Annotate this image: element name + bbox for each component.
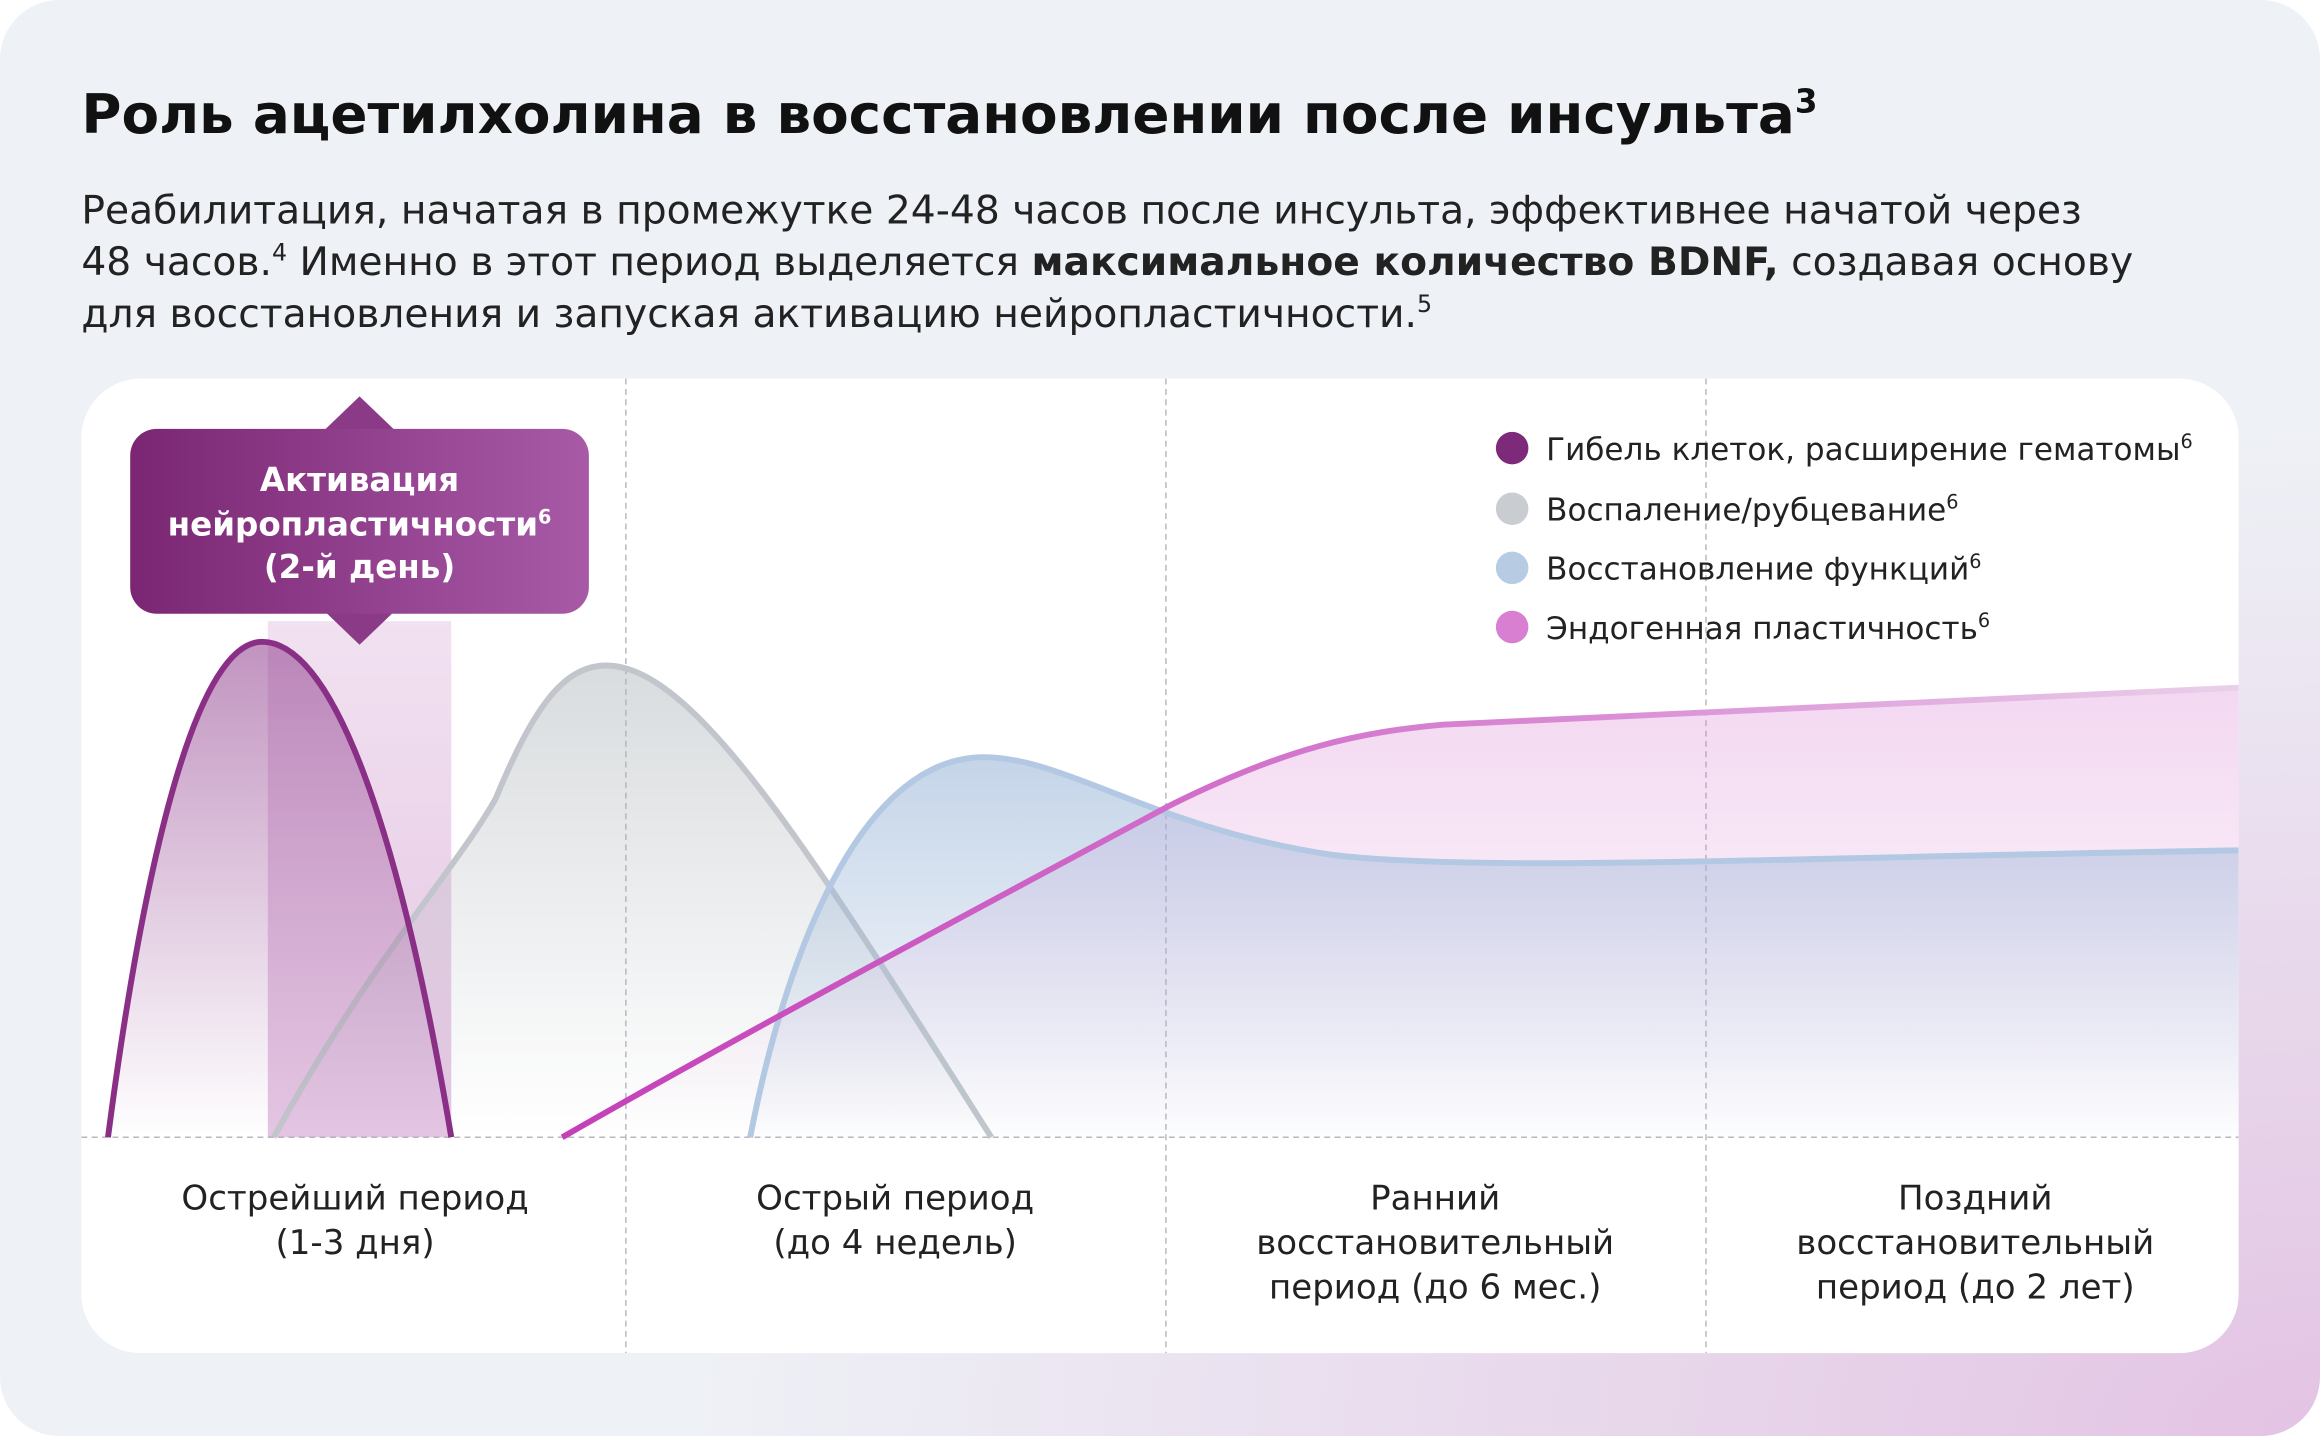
legend: Гибель клеток, расширение гематомы6 Восп…	[1495, 430, 2193, 647]
period-label: период (до 2 лет)	[1816, 1267, 2135, 1307]
period-label: (1-3 дня)	[276, 1223, 435, 1263]
title-text: Роль ацетилхолина в восстановлении после…	[81, 82, 1794, 146]
callout-text: нейропластичности	[168, 505, 538, 543]
legend-swatch	[1495, 551, 1529, 585]
cell-death-curve	[105, 638, 455, 1138]
intro-text: создавая основу	[1779, 240, 2134, 285]
legend-label: Эндогенная пластичность	[1546, 611, 1978, 647]
plasticity-curve	[560, 684, 2239, 1140]
chart-area	[81, 378, 2239, 1354]
intro-line: 48 часов.4 Именно в этот период выделяет…	[81, 238, 2133, 285]
callout: Активация нейропластичности6 (2-й день)	[130, 396, 589, 645]
callout-box	[130, 428, 589, 614]
legend-entry: Воспаление/рубцевание6	[1546, 491, 1958, 529]
legend-label: Восстановление функций	[1546, 552, 1969, 588]
recovery-curve	[747, 754, 2239, 1138]
legend-swatch	[1495, 431, 1529, 465]
legend-entry: Восстановление функций6	[1546, 550, 1981, 588]
period-label: Поздний	[1898, 1179, 2052, 1219]
periods: Острейший период(1-3 дня) Острый период(д…	[181, 1179, 2154, 1308]
legend-swatch	[1495, 492, 1529, 526]
callout-ref: 6	[538, 506, 551, 529]
callout-line: Активация	[260, 461, 459, 499]
legend-label: Воспаление/рубцевание	[1546, 493, 1946, 529]
legend-swatch	[1495, 610, 1529, 644]
legend-entry: Эндогенная пластичность6	[1546, 609, 1990, 647]
intro-text: 48 часов.	[81, 240, 272, 285]
intro-text: для восстановления и запуская активацию …	[81, 292, 1417, 337]
legend-ref: 6	[1978, 609, 1990, 632]
intro-line: Реабилитация, начатая в промежутке 24-48…	[81, 188, 2081, 233]
cell-death-area	[108, 641, 452, 1138]
intro-text: Именно в этот период выделяется	[287, 240, 1031, 285]
period-label: Острый период	[756, 1179, 1034, 1219]
period-label: восстановительный	[1796, 1223, 2154, 1263]
callout-line: нейропластичности6	[168, 505, 552, 543]
title: Роль ацетилхолина в восстановлении после…	[81, 82, 1817, 146]
legend-ref: 6	[1946, 491, 1958, 514]
intro-ref: 4	[272, 238, 287, 266]
intro-bold: максимальное количество BDNF,	[1031, 240, 1778, 285]
period-label: восстановительный	[1256, 1223, 1614, 1263]
intro-ref: 5	[1417, 290, 1432, 318]
legend-ref: 6	[1969, 550, 1981, 573]
intro-line: для восстановления и запуская активацию …	[81, 290, 1432, 337]
intro: Реабилитация, начатая в промежутке 24-48…	[81, 188, 2133, 337]
recovery-area	[750, 757, 2239, 1138]
legend-ref: 6	[2180, 430, 2192, 453]
period-label: (до 4 недель)	[773, 1223, 1017, 1263]
title-ref: 3	[1795, 82, 1818, 120]
period-label: Ранний	[1370, 1179, 1500, 1219]
legend-entry: Гибель клеток, расширение гематомы6	[1546, 430, 2193, 468]
period-label: Острейший период	[181, 1179, 528, 1219]
legend-label: Гибель клеток, расширение гематомы	[1546, 432, 2180, 468]
callout-line: (2-й день)	[264, 548, 455, 586]
period-label: период (до 6 мес.)	[1269, 1267, 1601, 1307]
